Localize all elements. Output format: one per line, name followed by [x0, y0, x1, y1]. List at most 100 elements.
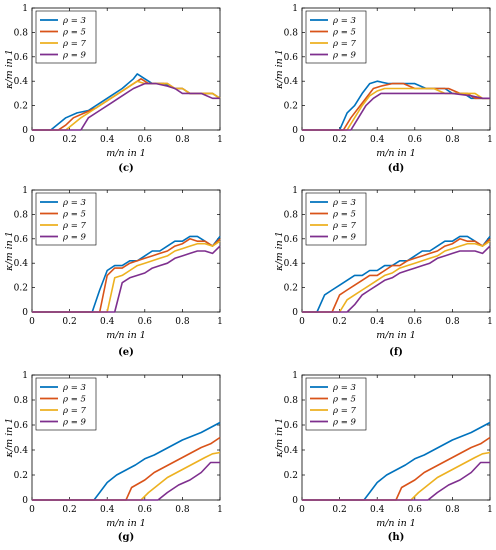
y-tick-label: 0.6: [284, 53, 299, 63]
series-line-rho-9: [32, 245, 221, 313]
x-tick-label: 0.8: [445, 135, 460, 145]
series-line-rho-7: [302, 451, 491, 501]
series-line-rho-7: [302, 240, 491, 313]
x-tick-label: 0.2: [62, 317, 76, 327]
y-tick-label: 0.6: [284, 235, 299, 245]
y-tick-label: 0.8: [14, 28, 29, 38]
y-tick-label: 0.4: [14, 77, 29, 87]
legend-label: ρ = 9: [62, 233, 87, 243]
x-tick-label: 0.6: [138, 317, 153, 327]
x-tick-label: 0: [29, 317, 35, 327]
y-tick-label: 0.4: [14, 446, 29, 456]
y-tick-label: 1: [292, 186, 298, 196]
series-line-rho-9: [32, 461, 220, 501]
x-tick-label: 0.8: [175, 505, 190, 515]
x-tick-label: 1: [217, 505, 223, 515]
legend-label: ρ = 5: [332, 395, 356, 405]
x-tick-label: 0.6: [408, 317, 423, 327]
legend-label: ρ = 7: [62, 221, 87, 231]
legend-label: ρ = 9: [332, 233, 357, 243]
plot-frame: [31, 7, 221, 131]
x-tick-label: 0.2: [62, 135, 76, 145]
y-tick-label: 1: [292, 371, 298, 381]
y-tick-label: 0: [22, 126, 28, 136]
x-tick-label: 0.4: [100, 505, 115, 515]
y-tick-label: 1: [292, 4, 298, 14]
series-line-rho-7: [302, 87, 490, 131]
x-tick-label: 1: [217, 317, 223, 327]
y-tick-label: 0.2: [14, 284, 28, 294]
y-tick-label: 0.8: [14, 396, 29, 406]
legend-label: ρ = 7: [332, 39, 357, 49]
x-tick-label: 0: [299, 505, 305, 515]
x-tick-label: 1: [217, 135, 223, 145]
series-line-rho-9: [32, 82, 220, 131]
legend: ρ = 3 ρ = 5ρ = 7 ρ = 9: [305, 10, 367, 64]
legend-label: ρ = 9: [332, 51, 357, 61]
panel-caption: (f): [389, 347, 403, 358]
y-axis-label: κ/m in 1: [4, 418, 15, 459]
y-tick-label: 0.4: [284, 77, 299, 87]
legend-label: ρ = 7: [332, 406, 357, 416]
x-tick-label: 0.8: [175, 317, 190, 327]
series-line-rho-7: [32, 240, 221, 313]
series-line-rho-5: [32, 238, 221, 313]
y-axis-label: κ/m in 1: [4, 231, 15, 272]
y-tick-label: 1: [22, 4, 28, 14]
x-tick-label: 0: [29, 505, 35, 515]
x-tick-label: 0: [299, 317, 305, 327]
panel-caption: (h): [388, 532, 405, 543]
y-tick-label: 0.4: [284, 446, 299, 456]
x-tick-label: 0.4: [100, 317, 115, 327]
panel-caption: (c): [118, 163, 134, 174]
y-tick-label: 0.8: [284, 28, 299, 38]
legend: ρ = 3 ρ = 5ρ = 7 ρ = 9: [35, 377, 97, 431]
chart-g: 0 0.2 0.4 0.6 0.8 1 0 0.2 0.4 0.6 0.8 1 m/n in 1 κ/m …: [4, 371, 223, 543]
legend-label: ρ = 7: [62, 39, 87, 49]
series-line-rho-5: [302, 436, 491, 501]
y-tick-label: 0.2: [284, 284, 298, 294]
x-tick-label: 1: [487, 135, 493, 145]
y-tick-label: 0.4: [14, 259, 29, 269]
legend-label: ρ = 5: [62, 28, 86, 38]
y-tick-label: 1: [22, 371, 28, 381]
panel-caption: (g): [118, 532, 134, 543]
x-tick-label: 0.4: [370, 135, 385, 145]
y-tick-label: 0.2: [14, 102, 28, 112]
legend-label: ρ = 5: [332, 210, 356, 220]
y-tick-label: 0.4: [284, 259, 299, 269]
y-tick-label: 0.2: [284, 471, 298, 481]
x-tick-label: 0.2: [332, 135, 346, 145]
y-tick-label: 1: [22, 186, 28, 196]
x-tick-label: 0.6: [408, 135, 423, 145]
legend-label: ρ = 7: [62, 406, 87, 416]
y-axis-label: κ/m in 1: [274, 231, 285, 272]
series-line-rho-3: [32, 235, 221, 313]
y-tick-label: 0: [22, 496, 28, 506]
y-tick-label: 0: [292, 126, 298, 136]
legend: ρ = 3 ρ = 5ρ = 7 ρ = 9: [305, 192, 367, 246]
x-tick-label: 0.8: [445, 505, 460, 515]
chart-h: 0 0.2 0.4 0.6 0.8 1 0 0.2 0.4 0.6 0.8 1 m/n in 1 κ/m …: [274, 371, 493, 543]
y-tick-label: 0.6: [14, 53, 29, 63]
legend-label: ρ = 5: [62, 395, 86, 405]
x-axis-label: m/n in 1: [376, 518, 416, 529]
x-axis-label: m/n in 1: [106, 148, 146, 159]
x-tick-label: 0.8: [445, 317, 460, 327]
legend-label: ρ = 3: [332, 198, 356, 208]
x-tick-label: 0.6: [138, 505, 153, 515]
x-tick-label: 0.6: [138, 135, 153, 145]
legend-label: ρ = 7: [332, 221, 357, 231]
y-axis-label: κ/m in 1: [4, 49, 15, 90]
legend: ρ = 3 ρ = 5ρ = 7 ρ = 9: [35, 192, 97, 246]
series-line-rho-7: [32, 451, 221, 501]
x-tick-label: 0.2: [332, 505, 346, 515]
x-tick-label: 0.4: [370, 317, 385, 327]
series-line-rho-3: [32, 421, 221, 501]
series-line-rho-5: [302, 238, 491, 313]
y-axis-label: κ/m in 1: [274, 418, 285, 459]
y-tick-label: 0: [292, 496, 298, 506]
x-tick-label: 0: [29, 135, 35, 145]
y-tick-label: 0.8: [284, 210, 299, 220]
series-line-rho-5: [302, 82, 490, 131]
